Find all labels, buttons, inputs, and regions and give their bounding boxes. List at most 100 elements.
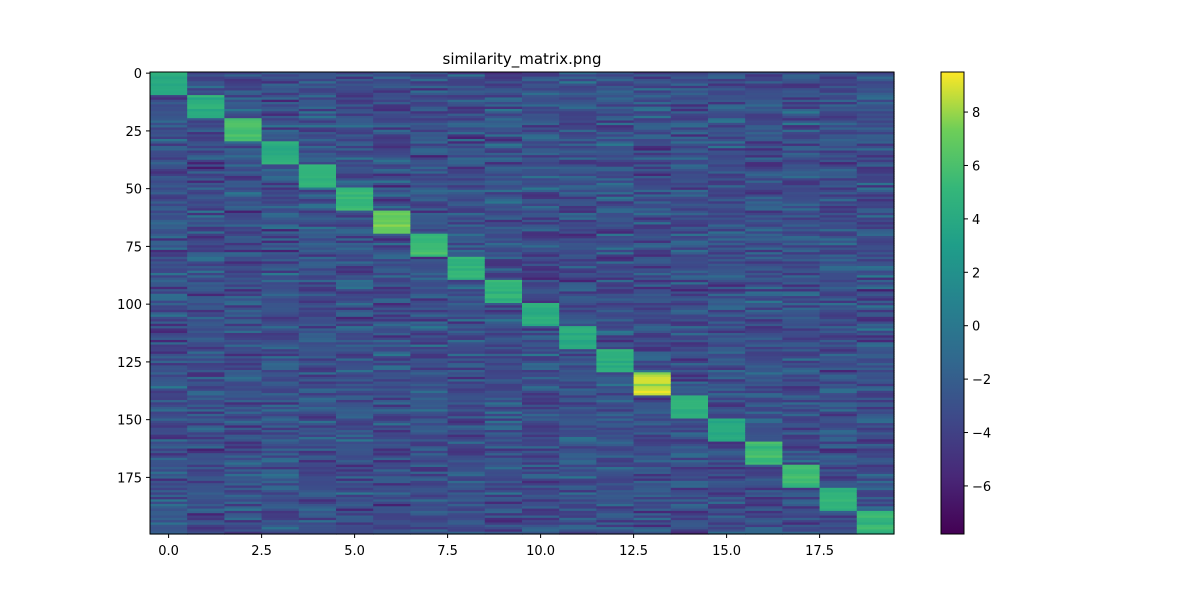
heatmap-cell xyxy=(373,453,411,457)
heatmap-cell xyxy=(559,503,597,507)
heatmap-cell xyxy=(782,337,821,341)
heatmap-cell xyxy=(670,462,709,466)
heatmap-cell xyxy=(670,245,709,249)
heatmap-cell xyxy=(559,478,597,482)
heatmap-cell xyxy=(298,108,337,112)
heatmap-cell xyxy=(373,268,411,272)
heatmap-cell xyxy=(745,328,783,332)
heatmap-cell xyxy=(410,272,449,276)
heatmap-cell xyxy=(708,448,746,452)
heatmap-cell xyxy=(745,76,783,80)
heatmap-cell xyxy=(819,383,858,387)
heatmap-cell xyxy=(224,473,263,477)
heatmap-cell xyxy=(633,279,672,283)
heatmap-cell xyxy=(187,409,225,413)
heatmap-cell xyxy=(150,224,188,228)
heatmap-cell xyxy=(373,427,411,431)
heatmap-cell xyxy=(559,446,597,450)
heatmap-cell xyxy=(522,522,560,526)
heatmap-cell xyxy=(782,503,821,507)
heatmap-cell xyxy=(298,150,337,154)
heatmap-cell xyxy=(522,303,560,306)
heatmap-cell xyxy=(745,460,783,463)
heatmap-cell xyxy=(782,425,821,429)
heatmap-cell xyxy=(856,506,895,510)
heatmap-cell xyxy=(819,423,858,427)
heatmap-cell xyxy=(708,252,746,256)
heatmap-cell xyxy=(298,78,337,82)
heatmap-cell xyxy=(782,113,821,117)
heatmap-cell xyxy=(336,455,374,459)
heatmap-cell xyxy=(336,330,374,334)
heatmap-cell xyxy=(484,506,523,510)
heatmap-cell xyxy=(596,217,635,221)
heatmap-cell xyxy=(596,513,635,517)
heatmap-cell xyxy=(708,125,746,129)
heatmap-cell xyxy=(336,185,374,189)
heatmap-cell xyxy=(708,416,746,420)
heatmap-cell xyxy=(261,106,300,110)
heatmap-cell xyxy=(559,386,597,390)
heatmap-cell xyxy=(522,270,560,274)
heatmap-cell xyxy=(670,305,709,309)
heatmap-cell xyxy=(484,436,523,440)
heatmap-cell xyxy=(670,469,709,473)
heatmap-cell xyxy=(670,448,709,452)
heatmap-cell xyxy=(150,229,188,232)
heatmap-cell xyxy=(708,293,746,297)
heatmap-cell xyxy=(224,242,263,246)
heatmap-cell xyxy=(559,99,597,103)
heatmap-cell xyxy=(373,252,411,256)
heatmap-cell xyxy=(819,173,858,177)
heatmap-cell xyxy=(447,152,486,156)
heatmap-cell xyxy=(633,95,672,99)
heatmap-cell xyxy=(298,369,337,373)
heatmap-cell xyxy=(224,201,263,205)
heatmap-cell xyxy=(150,113,188,117)
heatmap-cell xyxy=(298,400,337,403)
heatmap-cell xyxy=(261,162,300,165)
heatmap-cell xyxy=(596,92,635,96)
heatmap-cell xyxy=(261,129,300,133)
heatmap-cell xyxy=(856,353,895,357)
heatmap-cell xyxy=(484,178,523,182)
heatmap-cell xyxy=(522,173,560,177)
heatmap-cell xyxy=(447,261,486,265)
heatmap-cell xyxy=(410,457,449,461)
heatmap-cell xyxy=(261,517,300,521)
heatmap-cell xyxy=(187,471,225,475)
heatmap-cell xyxy=(819,462,858,466)
heatmap-cell xyxy=(522,443,560,447)
heatmap-cell xyxy=(150,194,188,198)
heatmap-cell xyxy=(410,508,449,512)
heatmap-cell xyxy=(447,291,486,295)
heatmap-cell xyxy=(373,157,411,161)
x-tick-label: 2.5 xyxy=(251,544,272,559)
heatmap-cell xyxy=(447,508,486,512)
heatmap-cell xyxy=(522,192,560,196)
heatmap-cell xyxy=(373,513,411,517)
heatmap-cell xyxy=(708,520,746,524)
heatmap-cell xyxy=(224,492,263,496)
heatmap-cell xyxy=(670,279,709,283)
heatmap-cell xyxy=(261,279,300,283)
heatmap-cell xyxy=(670,476,709,480)
heatmap-cell xyxy=(596,76,635,80)
heatmap-cell xyxy=(819,344,858,348)
heatmap-cell xyxy=(708,303,746,306)
heatmap-cell xyxy=(708,74,746,78)
heatmap-cell xyxy=(708,478,746,482)
heatmap-cell xyxy=(187,316,225,320)
heatmap-cell xyxy=(484,333,523,336)
heatmap-cell xyxy=(261,277,300,281)
heatmap-cell xyxy=(224,339,263,343)
heatmap-cell xyxy=(708,136,746,140)
heatmap-cell xyxy=(708,129,746,133)
heatmap-cell xyxy=(410,379,449,383)
heatmap-cell xyxy=(150,337,188,341)
heatmap-cell xyxy=(745,499,783,503)
heatmap-cell xyxy=(150,365,188,369)
heatmap-cell xyxy=(522,372,560,376)
heatmap-cell xyxy=(410,436,449,440)
heatmap-cell xyxy=(559,360,597,364)
